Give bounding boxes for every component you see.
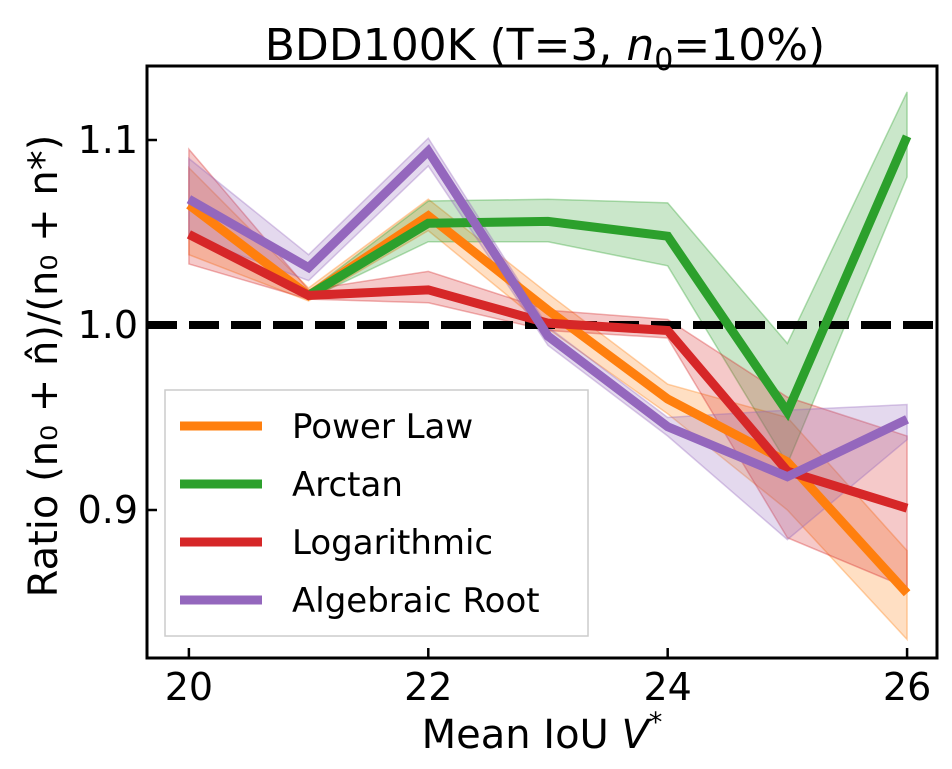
line-arctan [306, 134, 912, 422]
y-axis-label: Ratio (n₀ + n̂)/(n₀ + n*) [21, 135, 67, 598]
x-tick-label: 26 [883, 665, 931, 709]
series-lines [186, 134, 912, 597]
legend-label-power-law: Power Law [292, 407, 473, 447]
x-tick-label: 22 [404, 665, 452, 709]
legend-label-arctan: Arctan [292, 465, 403, 505]
legend-label-algebraic-root: Algebraic Root [292, 581, 540, 621]
band-power-law [188, 165, 908, 642]
axis-ticks: 20 22 24 26 0.9 1.0 1.1 [78, 118, 932, 709]
y-tick-label: 1.0 [78, 303, 138, 347]
legend: Power Law Arctan Logarithmic Algebraic Root [164, 389, 589, 637]
y-tick-label: 0.9 [78, 488, 138, 532]
x-tick-label: 24 [644, 665, 692, 709]
x-tick-label: 20 [165, 665, 213, 709]
line-algebraic-root [186, 144, 910, 482]
y-tick-label: 1.1 [78, 118, 138, 162]
axes-frame [145, 64, 939, 660]
line-logarithmic [186, 230, 909, 513]
legend-label-logarithmic: Logarithmic [292, 523, 493, 563]
legend-box [164, 389, 589, 637]
x-axis-label: Mean IoU V* [422, 707, 663, 758]
chart-title: BDD100K (T=3, n0=10%) [265, 20, 825, 78]
